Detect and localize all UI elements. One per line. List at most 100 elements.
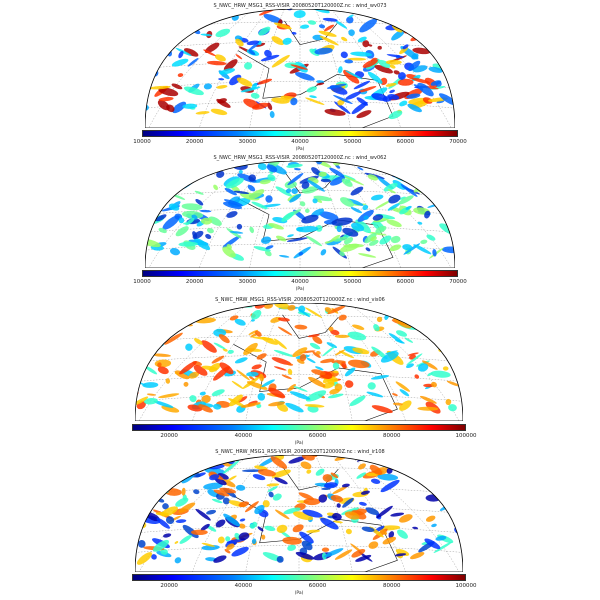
wind-vector-cluster	[430, 80, 442, 86]
wind-vector-cluster	[246, 381, 268, 390]
wind-vector-cluster	[260, 54, 280, 62]
wind-vector-cluster	[256, 403, 262, 409]
wind-vector-cluster	[148, 200, 164, 209]
wind-vector-cluster	[366, 391, 384, 398]
wind-vector-cluster	[315, 225, 323, 232]
wind-vector-cluster	[444, 167, 455, 175]
wind-vector-cluster	[287, 234, 294, 238]
wind-vector-cluster	[324, 482, 338, 489]
wind-vector-cluster	[329, 176, 346, 186]
wind-vector-cluster	[305, 390, 327, 402]
wind-vector-cluster	[385, 59, 402, 65]
wind-vector-cluster	[136, 552, 153, 565]
wind-vector-cluster	[349, 395, 366, 407]
wind-vector-cluster	[417, 82, 434, 97]
wind-vector-cluster	[351, 101, 368, 115]
wind-vector-cluster	[192, 303, 211, 307]
wind-vector-cluster	[312, 335, 323, 344]
wind-vector-cluster	[145, 27, 154, 38]
wind-vector-cluster	[442, 366, 449, 371]
wind-vector-cluster	[188, 371, 200, 379]
wind-vector-cluster	[356, 110, 372, 119]
wind-vector-cluster	[369, 464, 383, 475]
wind-vector-cluster	[364, 232, 377, 244]
wind-vector-cluster	[385, 83, 397, 87]
wind-vector-cluster	[222, 348, 228, 352]
wind-vector-cluster	[365, 247, 371, 252]
wind-vector-cluster	[394, 303, 408, 309]
wind-vector-cluster	[249, 523, 256, 529]
wind-vector-cluster	[165, 378, 171, 384]
wind-vector-cluster	[198, 15, 218, 27]
wind-vector-cluster	[422, 97, 433, 104]
wind-vector-cluster	[181, 472, 196, 484]
wind-vector-cluster	[397, 78, 414, 86]
wind-vector-cluster	[175, 497, 189, 507]
wind-vector-cluster	[426, 234, 436, 241]
wind-vector-cluster	[165, 516, 175, 524]
wind-vector-cluster	[217, 473, 229, 480]
wind-vector-cluster	[240, 402, 261, 408]
wind-vector-cluster	[216, 85, 228, 89]
wind-vector-cluster	[250, 92, 260, 99]
colorbar	[142, 270, 458, 277]
wind-vector-cluster	[171, 83, 183, 90]
wind-vector-cluster	[184, 48, 199, 57]
wind-vector-cluster	[199, 209, 212, 213]
wind-vector-cluster	[333, 520, 343, 524]
wind-vector-cluster	[289, 391, 311, 400]
wind-vector-cluster	[145, 104, 149, 111]
colorbar	[132, 574, 466, 581]
colorbar	[142, 130, 458, 137]
wind-vector-cluster	[175, 47, 192, 56]
wind-vector-cluster	[279, 254, 290, 258]
wind-vector-cluster	[201, 217, 212, 225]
wind-vector-cluster	[161, 405, 180, 413]
wind-vector-cluster	[306, 357, 316, 364]
wind-vector-cluster	[213, 366, 230, 381]
colorbar-tick-label: 60000	[396, 139, 415, 145]
wind-vector-cluster	[281, 374, 292, 380]
colorbar-tick-label: 10000	[133, 279, 151, 285]
wind-vector-cluster	[374, 64, 393, 74]
wind-vector-cluster	[415, 316, 427, 322]
wind-vector-cluster	[206, 509, 217, 515]
wind-vector-cluster	[257, 392, 266, 401]
wind-vector-cluster	[346, 16, 354, 24]
wind-vector-cluster	[231, 380, 244, 389]
wind-vector-cluster	[158, 87, 179, 97]
wind-vector-cluster	[309, 342, 321, 350]
wind-vector-cluster	[213, 403, 222, 410]
wind-vector-cluster	[264, 250, 272, 257]
wind-vector-cluster	[412, 9, 426, 18]
wind-vector-cluster	[265, 245, 274, 250]
wind-vector-cluster	[251, 310, 262, 320]
wind-vector-cluster	[399, 100, 408, 107]
wind-vector-cluster	[410, 19, 422, 27]
wind-vector-cluster	[179, 361, 197, 375]
wind-vector-cluster	[249, 226, 255, 234]
wind-vector-cluster	[236, 77, 253, 87]
wind-vector-cluster	[368, 239, 379, 246]
wind-vector-cluster	[146, 32, 151, 39]
wind-vector-cluster	[318, 494, 328, 503]
wind-vector-cluster	[165, 161, 177, 167]
wind-vector-cluster	[195, 198, 204, 206]
wind-vector-cluster	[215, 519, 226, 528]
wind-vector-cluster	[431, 523, 437, 528]
wind-vector-cluster	[178, 27, 187, 34]
wind-vector-cluster	[318, 30, 337, 37]
wind-vector-cluster	[248, 49, 256, 56]
wind-vector-cluster	[366, 455, 386, 461]
wind-vector-cluster	[286, 237, 309, 242]
wind-vector-cluster	[320, 358, 335, 364]
wind-vector-cluster	[183, 315, 191, 322]
wind-vector-cluster	[292, 524, 304, 533]
wind-vector-cluster	[353, 80, 371, 90]
wind-vector-cluster	[155, 214, 167, 222]
wind-vector-cluster	[185, 218, 195, 226]
wind-vector-cluster	[350, 186, 364, 196]
wind-vector-cluster	[389, 64, 396, 69]
wind-vector-cluster	[431, 381, 437, 388]
wind-vector-cluster	[174, 29, 190, 36]
